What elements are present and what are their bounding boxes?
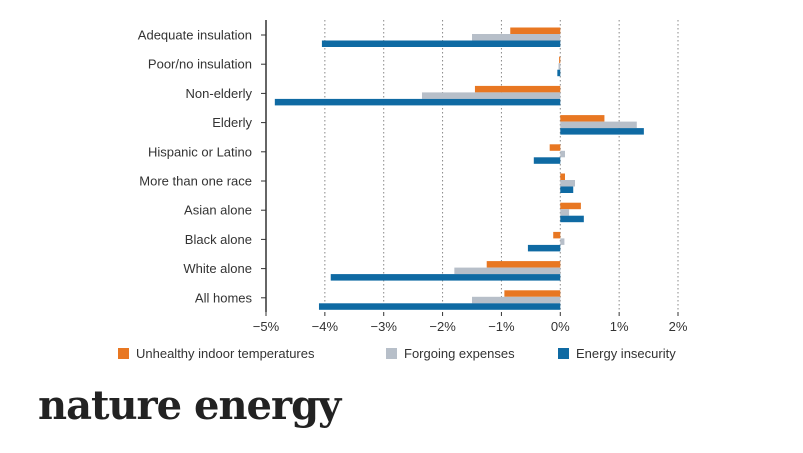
bar — [533, 157, 561, 164]
bar — [510, 27, 561, 34]
legend-label: Energy insecurity — [576, 346, 676, 361]
category-label: All homes — [195, 290, 253, 305]
x-axis-ticks: −5% −4% −3% −2% −1% 0% 1% 2% — [253, 312, 688, 334]
legend-label: Unhealthy indoor temperatures — [136, 346, 315, 361]
legend-label: Forgoing expenses — [404, 346, 515, 361]
bar — [421, 92, 561, 99]
category-label: White alone — [183, 261, 252, 276]
nature-energy-logo: nature energy — [38, 382, 341, 429]
bar — [504, 290, 561, 297]
category-label: More than one race — [139, 174, 252, 189]
bar — [527, 244, 561, 252]
x-tick-label: −5% — [253, 319, 280, 334]
category-label: Asian alone — [184, 203, 252, 218]
bar — [560, 202, 581, 210]
bar — [557, 69, 561, 77]
legend-swatch — [558, 348, 569, 359]
bar — [321, 40, 561, 47]
bar — [560, 150, 565, 158]
bars — [274, 27, 644, 310]
bar — [560, 186, 574, 193]
x-tick-label: 0% — [551, 319, 570, 334]
bar — [559, 56, 561, 64]
bar — [549, 144, 561, 151]
x-tick-label: −4% — [312, 319, 339, 334]
category-label: Poor/no insulation — [148, 57, 252, 72]
category-label: Hispanic or Latino — [148, 144, 252, 159]
category-labels: Adequate insulation Poor/no insulation Non… — [138, 28, 266, 305]
bar — [560, 238, 565, 245]
bar — [560, 115, 605, 122]
bar — [558, 63, 561, 70]
bar — [553, 231, 561, 239]
bar — [560, 209, 570, 216]
x-tick-label: 2% — [669, 319, 688, 334]
legend-swatch — [386, 348, 397, 359]
category-label: Black alone — [185, 232, 252, 247]
x-tick-label: −1% — [488, 319, 515, 334]
x-tick-label: −2% — [429, 319, 456, 334]
bar — [330, 274, 561, 281]
bar — [474, 85, 561, 93]
bar — [274, 98, 561, 106]
bar — [472, 34, 561, 41]
bar — [560, 215, 584, 223]
x-tick-label: 1% — [610, 319, 629, 334]
bar — [560, 180, 575, 187]
category-label: Adequate insulation — [138, 28, 252, 43]
legend-swatch — [118, 348, 129, 359]
bar — [486, 261, 561, 268]
bar — [560, 128, 644, 135]
category-label: Non-elderly — [186, 86, 253, 101]
x-tick-label: −3% — [371, 319, 398, 334]
bar — [472, 296, 561, 304]
bar — [560, 173, 565, 180]
category-label: Elderly — [212, 115, 252, 130]
bar — [560, 121, 637, 129]
bar — [318, 303, 561, 310]
bar — [454, 267, 561, 275]
legend: Unhealthy indoor temperatures Forgoing ex… — [118, 346, 676, 361]
